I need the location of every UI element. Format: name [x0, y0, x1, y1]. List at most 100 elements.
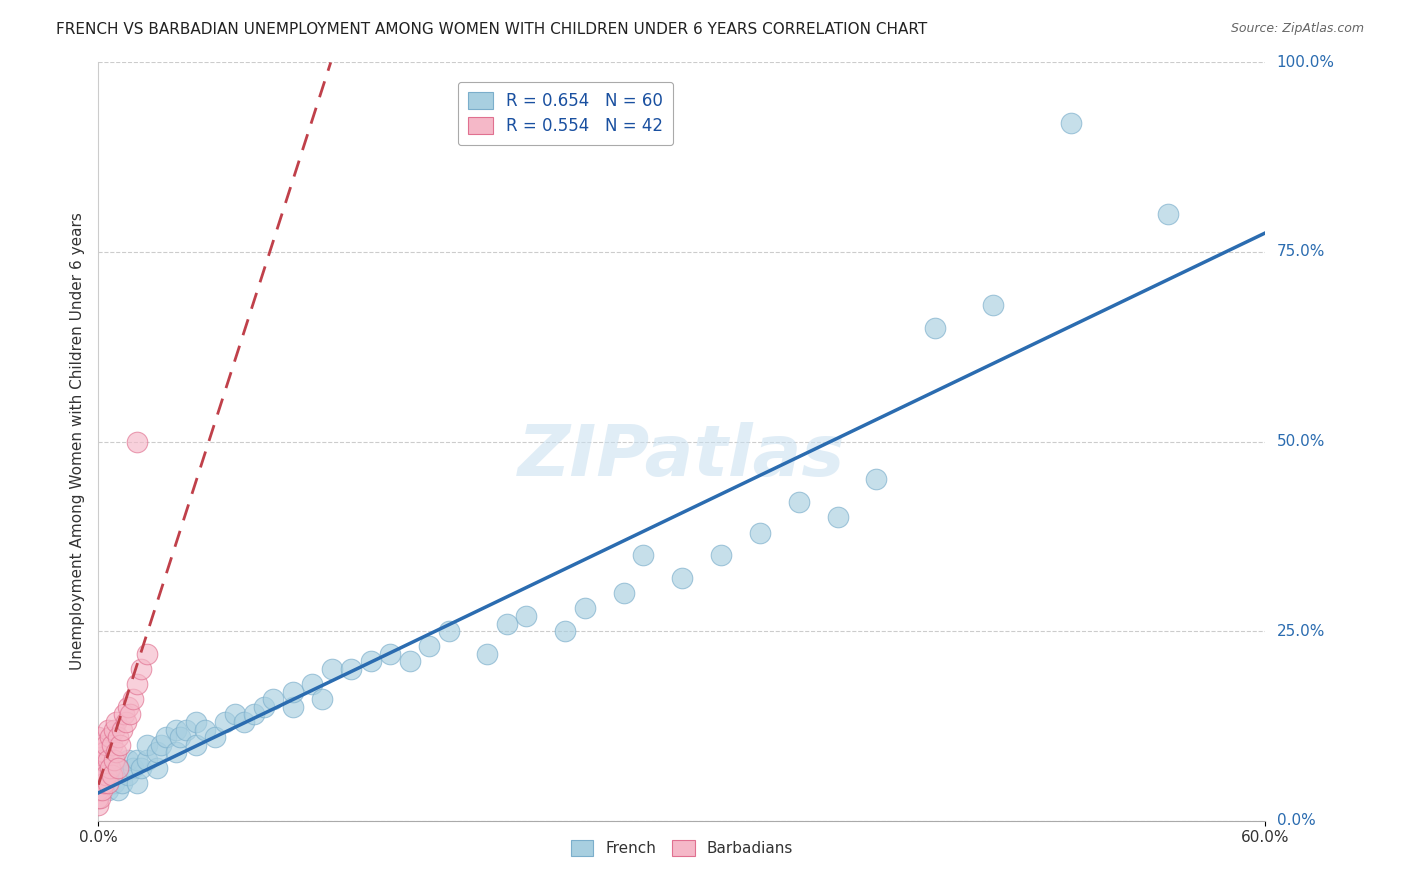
Legend: French, Barbadians: French, Barbadians [564, 834, 800, 863]
Point [104, 715, 127, 730]
Point [101, 768, 124, 782]
Point [98, 730, 121, 744]
Point [321, 662, 343, 676]
Point [107, 783, 129, 797]
Point [87, 746, 110, 760]
Point [87, 776, 110, 790]
Point [243, 707, 266, 722]
Point [155, 730, 177, 744]
Point [97, 768, 120, 782]
Point [340, 662, 363, 676]
Point [1060, 116, 1083, 130]
Point [87, 791, 110, 805]
Point [165, 723, 187, 737]
Point [87, 753, 110, 767]
Point [631, 548, 654, 563]
Point [87, 783, 110, 797]
Text: 100.0%: 100.0% [1277, 55, 1334, 70]
Point [204, 730, 226, 744]
Point [924, 320, 946, 334]
Point [117, 768, 139, 782]
Point [118, 707, 141, 722]
Point [981, 298, 1004, 312]
Point [146, 746, 169, 760]
Point [613, 586, 636, 600]
Point [671, 571, 693, 585]
Point [97, 783, 120, 797]
Text: ZIPatlas: ZIPatlas [519, 422, 845, 491]
Point [129, 662, 152, 676]
Point [224, 707, 246, 722]
Point [96, 768, 118, 782]
Text: 25.0%: 25.0% [1277, 624, 1324, 639]
Point [107, 760, 129, 774]
Point [114, 715, 136, 730]
Point [93, 776, 115, 790]
Text: 0.0%: 0.0% [1277, 814, 1315, 828]
Point [184, 715, 207, 730]
Point [146, 760, 169, 774]
Y-axis label: Unemployment Among Women with Children Under 6 years: Unemployment Among Women with Children U… [69, 212, 84, 671]
Point [112, 707, 135, 722]
Point [127, 434, 149, 449]
Point [107, 730, 129, 744]
Point [380, 647, 402, 661]
Point [253, 699, 276, 714]
Point [262, 692, 284, 706]
Point [111, 776, 134, 790]
Point [515, 608, 537, 623]
Point [87, 760, 110, 774]
Point [311, 692, 333, 706]
Point [748, 525, 770, 540]
Text: FRENCH VS BARBADIAN UNEMPLOYMENT AMONG WOMEN WITH CHILDREN UNDER 6 YEARS CORRELA: FRENCH VS BARBADIAN UNEMPLOYMENT AMONG W… [56, 22, 928, 37]
Text: Source: ZipAtlas.com: Source: ZipAtlas.com [1230, 22, 1364, 36]
Point [117, 699, 139, 714]
Text: 75.0%: 75.0% [1277, 244, 1324, 260]
Point [136, 753, 159, 767]
Point [418, 639, 440, 653]
Point [169, 730, 191, 744]
Point [184, 738, 207, 752]
Point [865, 473, 887, 487]
Point [129, 760, 152, 774]
Point [554, 624, 576, 639]
Point [87, 798, 110, 813]
Point [127, 677, 149, 691]
Point [127, 753, 149, 767]
Point [496, 616, 519, 631]
Point [96, 738, 118, 752]
Point [574, 601, 596, 615]
Point [98, 760, 121, 774]
Point [360, 655, 382, 669]
Point [174, 723, 197, 737]
Point [104, 746, 127, 760]
Point [103, 776, 125, 790]
Point [214, 715, 236, 730]
Point [97, 776, 120, 790]
Point [101, 738, 124, 752]
Point [89, 791, 111, 805]
Point [477, 647, 499, 661]
Point [97, 723, 120, 737]
Point [398, 655, 420, 669]
Point [97, 753, 120, 767]
Point [437, 624, 460, 639]
Text: 50.0%: 50.0% [1277, 434, 1324, 449]
Point [165, 746, 187, 760]
Point [122, 692, 145, 706]
Point [89, 768, 111, 782]
Point [136, 738, 159, 752]
Point [87, 730, 110, 744]
Point [149, 738, 172, 752]
Point [194, 723, 217, 737]
Point [281, 685, 304, 699]
Point [281, 699, 304, 714]
Point [117, 753, 139, 767]
Point [111, 723, 134, 737]
Point [787, 495, 810, 509]
Point [107, 760, 129, 774]
Point [127, 776, 149, 790]
Point [1157, 207, 1180, 221]
Point [108, 738, 131, 752]
Point [233, 715, 256, 730]
